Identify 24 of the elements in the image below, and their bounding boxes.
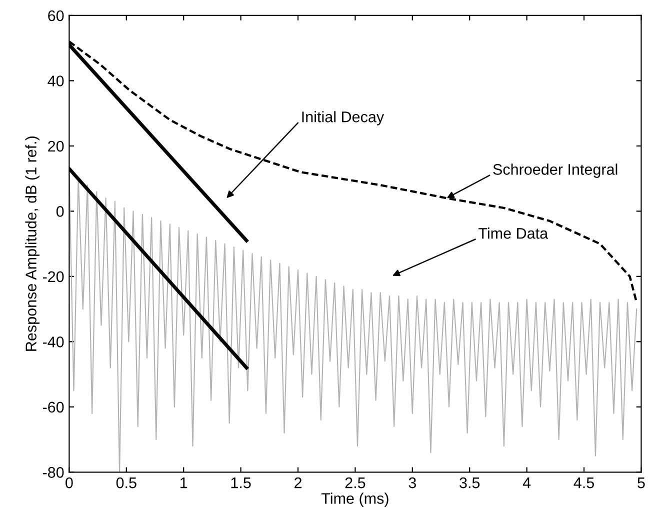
x-axis-title: Time (ms) bbox=[321, 492, 388, 507]
x-tick-label: 4.5 bbox=[574, 478, 594, 488]
x-tick-label: 3 bbox=[408, 477, 416, 488]
x-tick-label: 5 bbox=[638, 478, 645, 488]
y-tick-label: -20 bbox=[42, 271, 64, 282]
x-tick-label: 1 bbox=[180, 478, 188, 488]
annotation: Schroeder Integral bbox=[493, 164, 618, 178]
x-tick-label: 2.5 bbox=[345, 477, 366, 488]
annotation: Time Data bbox=[478, 228, 548, 239]
x-tick-label: 1.5 bbox=[231, 478, 251, 488]
y-tick-label: 60 bbox=[48, 10, 64, 22]
y-tick-label: -40 bbox=[42, 336, 64, 348]
y-tick-label: 0 bbox=[56, 206, 64, 217]
x-tick-label: 4 bbox=[522, 478, 531, 488]
y-tick-label: 40 bbox=[48, 76, 64, 86]
y-tick-label: -60 bbox=[42, 402, 64, 413]
y-axis-title: Response Amplitude, dB (1 ref.) bbox=[25, 136, 40, 351]
y-tick-label: 20 bbox=[48, 140, 64, 152]
y-tick-label: -80 bbox=[42, 467, 64, 478]
x-tick-label: 3.5 bbox=[460, 477, 480, 488]
x-tick-label: 0.5 bbox=[116, 477, 136, 488]
x-tick-label: 0 bbox=[66, 477, 73, 488]
annotation: Initial Decay bbox=[302, 111, 384, 126]
x-tick-label: 2 bbox=[294, 477, 302, 488]
